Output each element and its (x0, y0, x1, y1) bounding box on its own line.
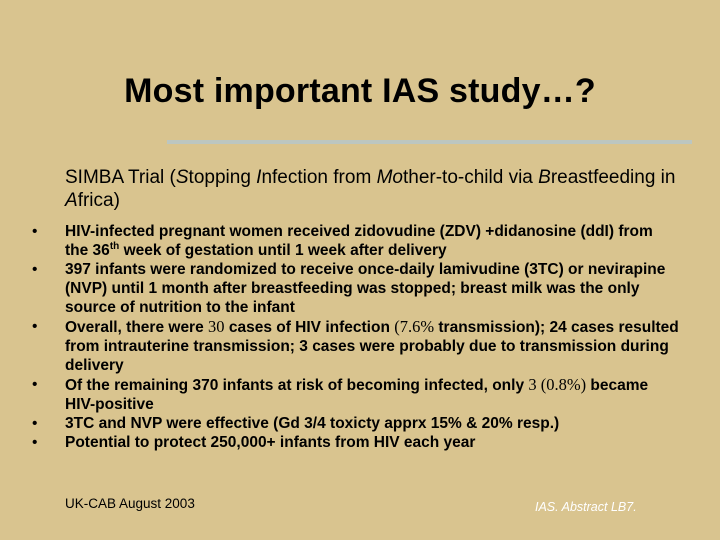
bullet-item: • Of the remaining 370 infants at risk o… (0, 375, 680, 414)
bullet-item: • Overall, there were 30 cases of HIV in… (0, 317, 680, 375)
slide-title: Most important IAS study…? (124, 72, 596, 110)
intro-text-3: nfection from (261, 167, 377, 188)
bullet-3-number-cases: 30 (208, 317, 225, 336)
bullet-item: • HIV-infected pregnant women received z… (0, 222, 680, 260)
intro-text-6: frica) (77, 190, 120, 211)
bullet-item: • 3TC and NVP were effective (Gd 3/4 tox… (0, 414, 680, 433)
bullet-marker: • (32, 223, 38, 240)
footer-date: UK-CAB August 2003 (65, 496, 195, 511)
intro-emph-s: S (175, 167, 189, 188)
intro-emph-a: A (65, 190, 78, 211)
intro-emph-i: I (256, 167, 262, 188)
bullet-item: • 397 infants were randomized to receive… (0, 260, 680, 317)
bullet-marker: • (32, 434, 38, 451)
bullet-6-text: Potential to protect 250,000+ infants fr… (65, 434, 476, 451)
bullet-marker: • (32, 261, 38, 278)
footer-citation: IAS. Abstract LB7. (535, 500, 637, 514)
bullet-1-superscript: th (109, 240, 120, 252)
bullet-4-text-b: became HIV-positive (65, 377, 649, 413)
bullet-3-text-c: transmission); 24 cases resulted from in… (65, 319, 679, 374)
bullet-list: • HIV-infected pregnant women received z… (0, 222, 680, 452)
bullet-3-text-a: Overall, there were (65, 319, 209, 336)
title-divider (167, 140, 692, 144)
intro-text-2: topping (188, 167, 257, 188)
bullet-marker: • (32, 318, 38, 335)
intro-emph-b: B (538, 167, 551, 188)
intro-text-1: SIMBA Trial ( (65, 167, 176, 188)
bullet-1-text-a: HIV-infected pregnant women received zid… (65, 223, 653, 259)
bullet-3-text-b: cases of HIV infection (224, 319, 395, 336)
bullet-1-text-b: week of gestation until 1 week after del… (119, 242, 447, 259)
bullet-marker: • (32, 376, 38, 393)
intro-text-5: reastfeeding in (550, 167, 676, 188)
bullet-4-number: 3 (0.8%) (528, 375, 587, 394)
bullet-marker: • (32, 415, 38, 432)
bullet-5-text: 3TC and NVP were effective (Gd 3/4 toxic… (65, 415, 560, 432)
bullet-item: • Potential to protect 250,000+ infants … (0, 433, 680, 452)
intro-heading: SIMBA Trial (Stopping Infection from Mot… (65, 166, 685, 212)
bullet-4-text-a: Of the remaining 370 infants at risk of … (65, 377, 529, 394)
intro-text-4: ther-to-child via (402, 167, 539, 188)
bullet-2-text: 397 infants were randomized to receive o… (65, 261, 666, 316)
intro-emph-mo: Mo (376, 167, 403, 188)
bullet-3-number-percent: (7.6% (394, 317, 435, 336)
